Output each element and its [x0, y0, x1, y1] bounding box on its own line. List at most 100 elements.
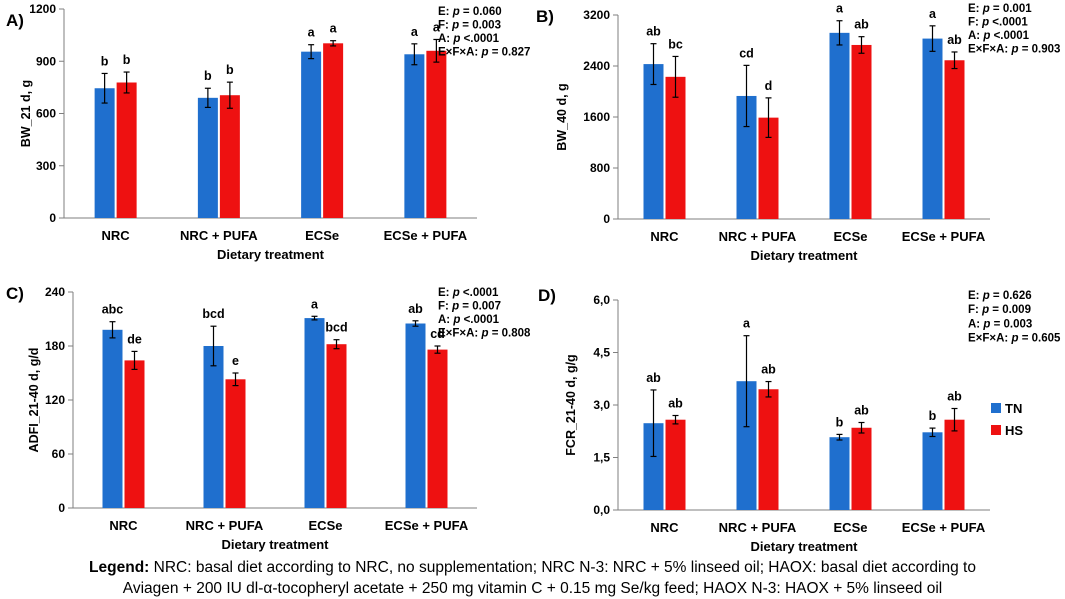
- significance-letter: b: [101, 54, 109, 68]
- legend-label-hs: HS: [1005, 423, 1023, 438]
- stats-p: p: [981, 304, 989, 316]
- y-tick-label: 4,5: [593, 346, 610, 360]
- bar-tn: [829, 32, 850, 219]
- y-axis-label: BW_40 d, g: [555, 83, 569, 150]
- panel-letter: D): [538, 286, 556, 305]
- legend-swatch-hs: [991, 425, 1001, 435]
- bar-hs: [944, 419, 965, 510]
- bar-tn: [922, 432, 943, 510]
- stats-value: = 0.903: [1019, 44, 1061, 56]
- stats-factor: F:: [438, 20, 452, 32]
- legend-label-tn: TN: [1005, 401, 1022, 416]
- x-tick-label: ECSe + PUFA: [902, 229, 986, 244]
- x-tick-label: NRC + PUFA: [180, 228, 258, 243]
- bar-tn: [922, 38, 943, 220]
- bar-hs: [219, 95, 240, 218]
- y-tick-label: 0: [49, 211, 56, 225]
- x-tick-label: ECSe: [834, 520, 868, 535]
- bar-tn: [301, 51, 322, 218]
- y-tick-label: 600: [36, 107, 56, 121]
- stats-line: E×F×A: p = 0.808: [438, 328, 531, 340]
- bar-hs: [323, 43, 344, 218]
- significance-letter: b: [204, 69, 212, 83]
- stats-factor: F:: [438, 301, 452, 313]
- y-tick-label: 60: [52, 447, 66, 461]
- stats-value: = 0.001: [990, 3, 1032, 15]
- significance-letter: a: [311, 297, 319, 311]
- stats-line: E×F×A: p = 0.827: [438, 47, 530, 59]
- y-tick-label: 3,0: [593, 398, 610, 412]
- significance-letter: de: [127, 332, 142, 346]
- x-tick-label: NRC + PUFA: [719, 229, 797, 244]
- significance-letter: abc: [102, 303, 124, 317]
- significance-letter: ab: [668, 397, 683, 411]
- significance-letter: ab: [646, 371, 661, 385]
- y-axis-label: FCR_21-40 d, g/g: [564, 354, 578, 455]
- stats-value: = 0.060: [460, 6, 502, 18]
- significance-letter: a: [743, 317, 751, 331]
- bar-tn: [197, 97, 218, 218]
- x-tick-label: ECSe + PUFA: [902, 520, 986, 535]
- bar-hs: [944, 60, 965, 220]
- significance-letter: ab: [947, 33, 962, 47]
- caption-line-1: NRC: basal diet according to NRC, no sup…: [149, 559, 976, 576]
- panel-letter: B): [536, 7, 554, 26]
- stats-p: p: [452, 314, 460, 326]
- stats-value: <.0001: [989, 17, 1028, 29]
- x-tick-label: NRC: [650, 229, 679, 244]
- x-tick-label: NRC: [102, 228, 131, 243]
- bar-hs: [758, 117, 779, 219]
- stats-factor: E×F×A:: [438, 328, 481, 340]
- significance-letter: b: [929, 409, 937, 423]
- stats-value: = 0.827: [489, 47, 531, 59]
- stats-value: = 0.007: [459, 301, 501, 313]
- y-tick-label: 3200: [583, 8, 610, 22]
- significance-letter: b: [226, 63, 234, 77]
- stats-factor: F:: [968, 304, 982, 316]
- stats-value: = 0.626: [990, 290, 1032, 302]
- bar-tn: [829, 437, 850, 510]
- stats-p: p: [982, 290, 990, 302]
- stats-line: A: p <.0001: [438, 314, 500, 326]
- stats-p: p: [982, 30, 990, 42]
- stats-value: <.0001: [990, 30, 1029, 42]
- significance-letter: a: [330, 22, 338, 36]
- stats-value: = 0.808: [489, 328, 531, 340]
- bar-hs: [665, 419, 686, 510]
- caption-label: Legend:: [89, 559, 150, 576]
- bar-tn: [643, 423, 664, 510]
- stats-p: p: [1010, 333, 1018, 345]
- x-axis-title: Dietary treatment: [222, 537, 330, 552]
- significance-letter: bc: [668, 37, 683, 51]
- significance-letter: ab: [408, 302, 423, 316]
- bar-tn: [736, 381, 757, 510]
- x-tick-label: ECSe: [305, 228, 339, 243]
- significance-letter: bcd: [325, 321, 347, 335]
- stats-factor: A:: [438, 314, 453, 326]
- bar-hs: [116, 82, 137, 218]
- y-tick-label: 900: [36, 54, 56, 68]
- y-tick-label: 0: [603, 212, 610, 226]
- significance-letter: a: [308, 26, 316, 40]
- stats-factor: A:: [968, 30, 983, 42]
- stats-factor: A:: [438, 33, 453, 45]
- x-tick-label: ECSe: [834, 229, 868, 244]
- y-tick-label: 6,0: [593, 293, 610, 307]
- y-tick-label: 300: [36, 159, 56, 173]
- stats-line: F: p = 0.003: [438, 20, 501, 32]
- stats-value: = 0.003: [459, 20, 501, 32]
- stats-p: p: [480, 47, 488, 59]
- bar-tn: [405, 323, 426, 508]
- stats-value: <.0001: [460, 287, 499, 299]
- y-tick-label: 240: [45, 285, 65, 299]
- significance-letter: ab: [854, 404, 869, 418]
- stats-factor: E:: [968, 3, 983, 15]
- stats-line: A: p = 0.003: [968, 318, 1032, 330]
- x-tick-label: ECSe: [309, 518, 343, 533]
- stats-factor: E×F×A:: [968, 44, 1011, 56]
- bar-tn: [304, 318, 325, 508]
- y-tick-label: 0,0: [593, 503, 610, 517]
- stats-line: E: p = 0.001: [968, 3, 1032, 15]
- bar-hs: [426, 50, 447, 218]
